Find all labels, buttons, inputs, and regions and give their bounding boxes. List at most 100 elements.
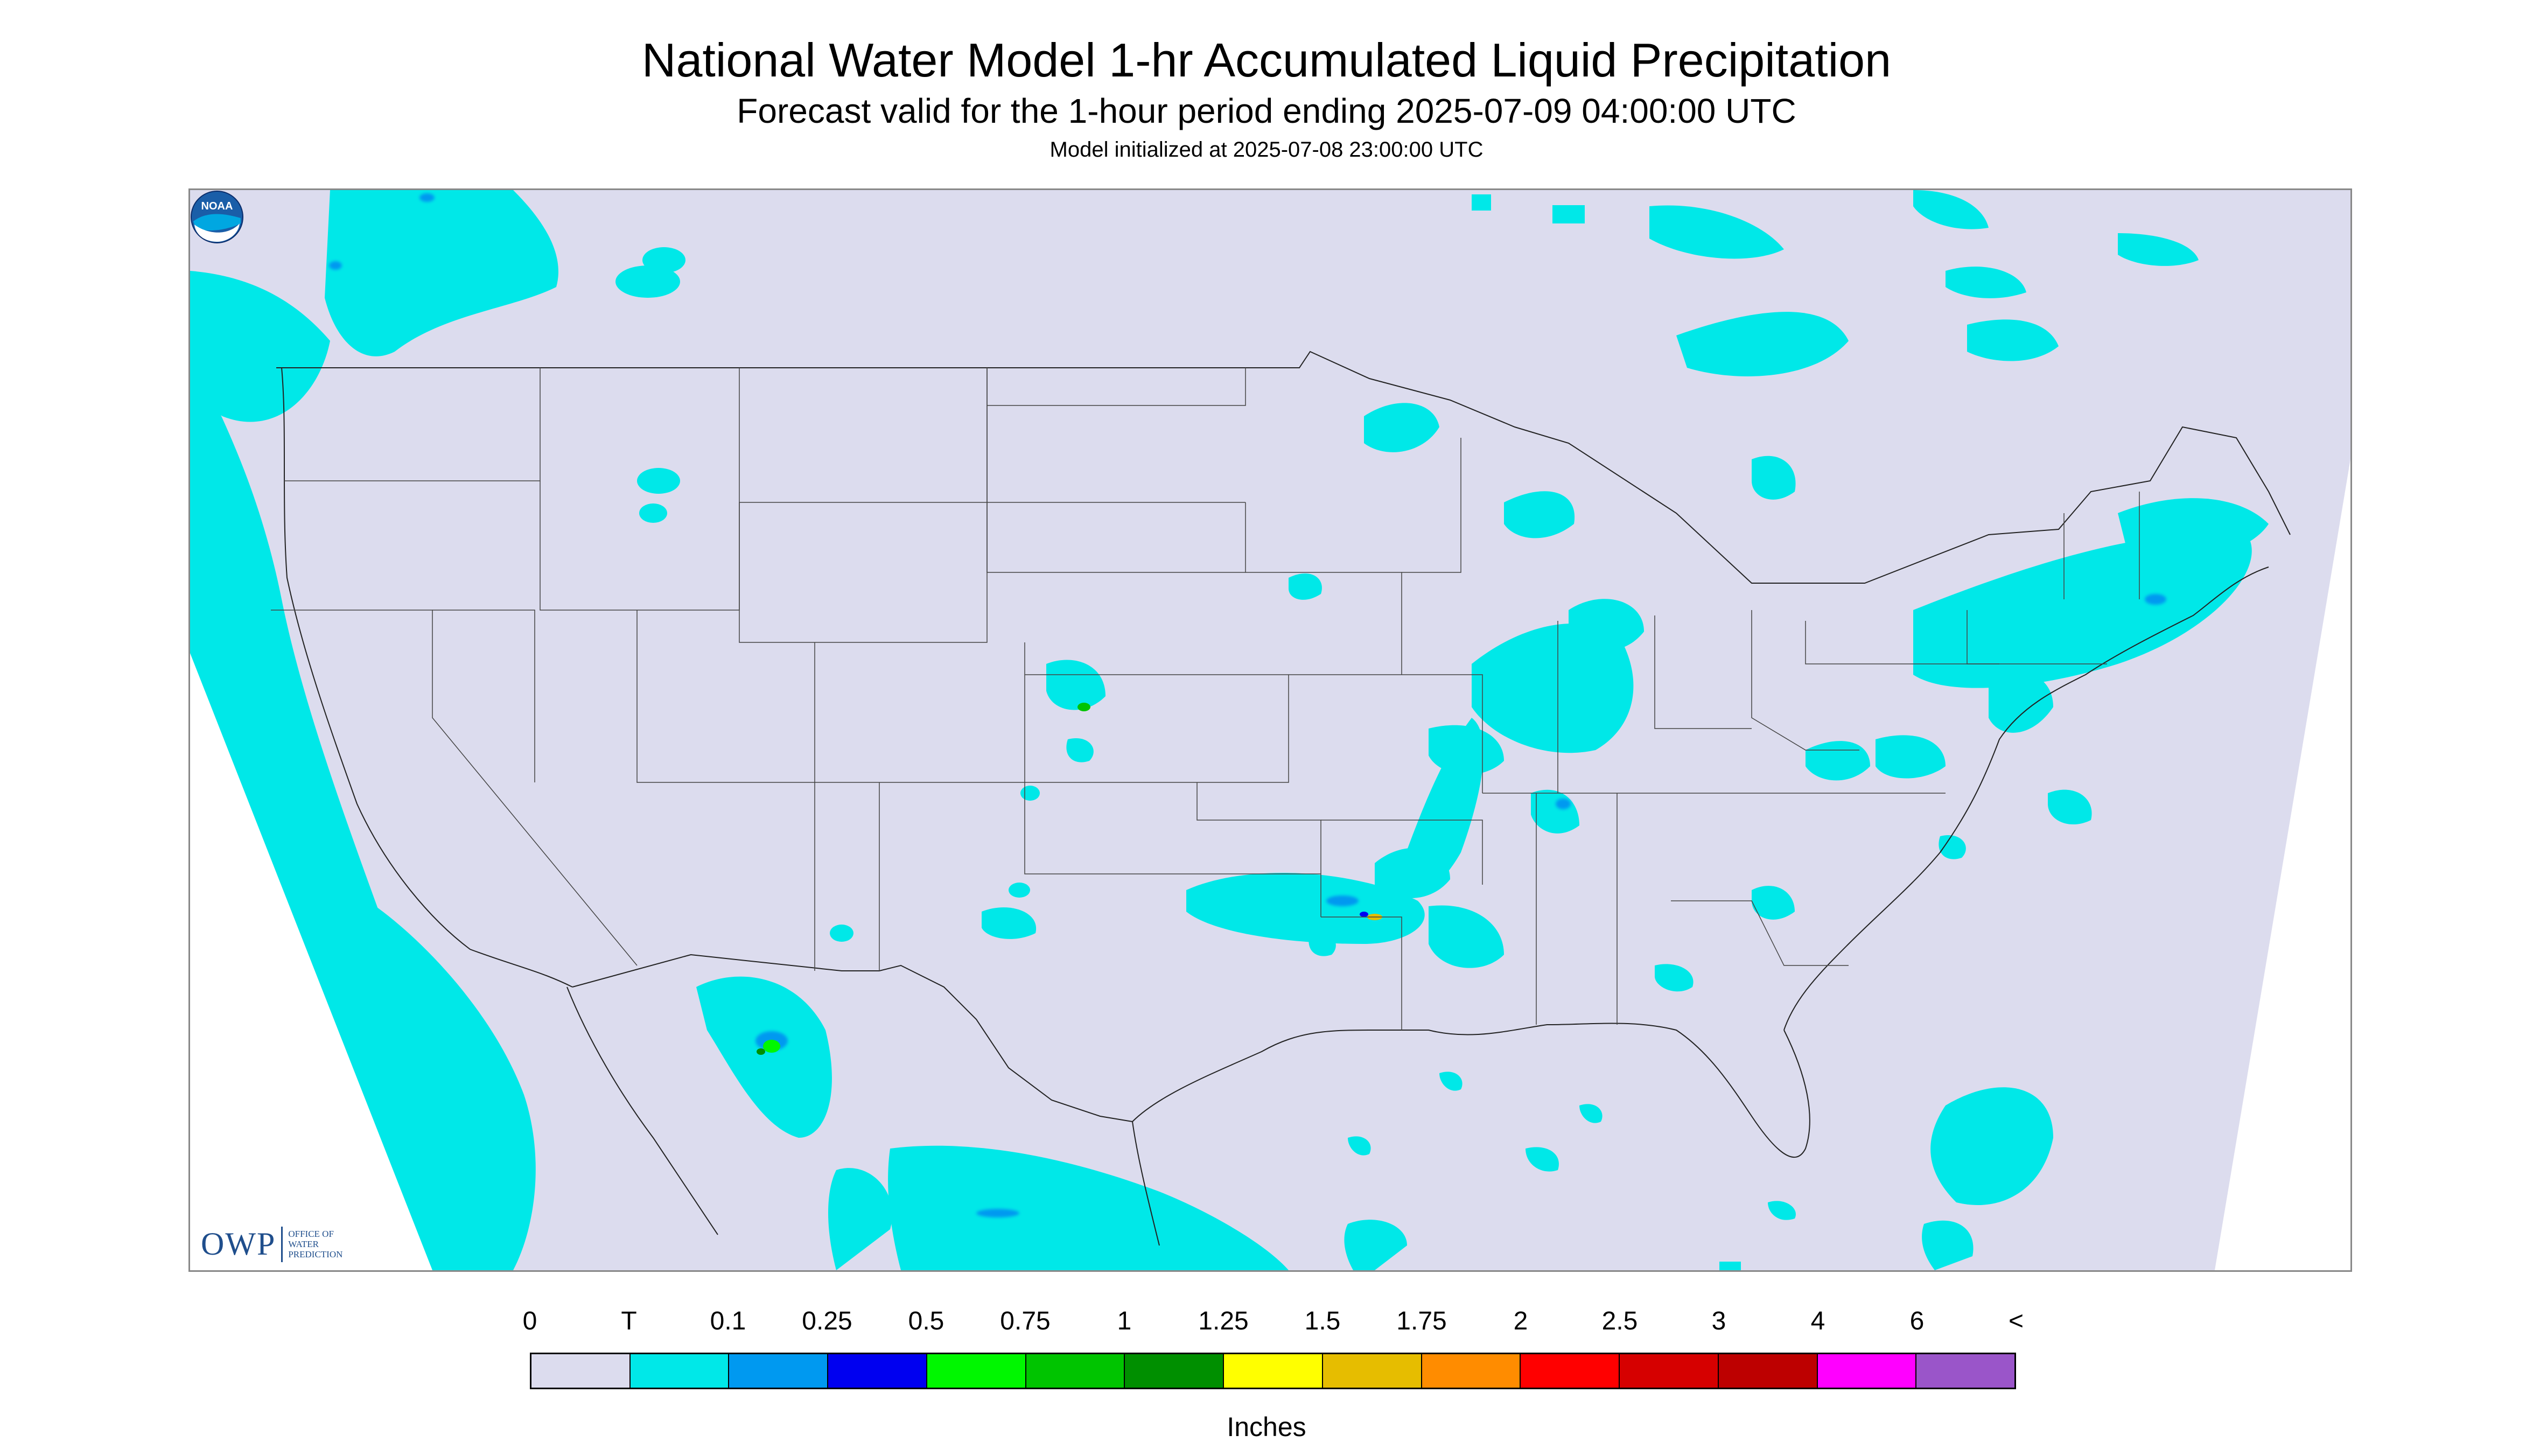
precip-quebec-2	[1967, 319, 2059, 361]
noaa-logo-text: NOAA	[201, 200, 233, 212]
precip-mississippi	[1429, 905, 1504, 968]
precip-sonora	[696, 976, 832, 1138]
precip-pacific-offshore	[368, 901, 536, 1270]
precip-carolinas	[1752, 886, 1795, 920]
legend-tick-label: 1.75	[1396, 1307, 1447, 1335]
legend-tick-label: 2	[1513, 1307, 1528, 1335]
precip-kentucky-2	[1806, 741, 1870, 781]
precip-nm-spot	[830, 925, 853, 942]
owp-logo-divider	[281, 1226, 283, 1262]
precip-ark-ok	[1186, 872, 1425, 944]
legend-swatch	[1224, 1354, 1323, 1388]
legend-tick-label: 0.75	[1000, 1307, 1051, 1335]
precip-mexico-pac	[828, 1168, 892, 1270]
us-mexico-border	[572, 954, 1133, 1122]
legend-units: Inches	[1227, 1412, 1306, 1442]
map-canvas	[190, 190, 2350, 1270]
legend-labels: 0 T 0.1 0.25 0.5 0.75 1 1.25 1.5 1.75 2 2.5 3 4 6 <	[523, 1305, 2024, 1338]
precip-new-england	[2118, 498, 2269, 561]
owp-logo-line-1: Office of	[288, 1229, 334, 1239]
legend-swatch	[927, 1354, 1026, 1388]
legend-swatch	[1817, 1354, 1917, 1388]
precip-texas-spot	[1009, 883, 1030, 898]
precip-indiana	[1569, 599, 1644, 650]
boundaries	[276, 351, 2291, 1246]
precip-mexico-south	[888, 1145, 1289, 1270]
precip-quebec	[1676, 312, 1849, 376]
legend-tick-label: 0	[522, 1307, 537, 1335]
precip-georgia	[1655, 964, 1694, 992]
precip-mississippi-2	[1396, 718, 1484, 891]
precip-minnesota	[1364, 403, 1439, 452]
state-lines	[271, 368, 2140, 1030]
legend-swatch	[828, 1354, 927, 1388]
precip-pacific-nw	[190, 271, 330, 422]
precip-pacific-coast	[190, 352, 470, 1270]
legend-tick-label: 1.5	[1304, 1307, 1341, 1335]
legend-tick-label: 1	[1117, 1307, 1132, 1335]
precip-co-spot	[1020, 786, 1040, 801]
legend-color-bar	[530, 1353, 2016, 1389]
us-canada-border	[276, 351, 2291, 584]
legend-swatch	[1026, 1354, 1125, 1388]
legend-tick-label: 0.1	[710, 1307, 746, 1335]
precip-gulf-2	[1526, 1147, 1559, 1172]
precip-ontario	[1649, 205, 1784, 259]
owp-logo-line-2: Water	[288, 1239, 319, 1249]
owp-logo: OWP Office of Water Prediction	[201, 1226, 342, 1263]
legend-tick-label: 0.25	[802, 1307, 852, 1335]
legend-tick-label: 2.5	[1601, 1307, 1638, 1335]
precip-illinois	[1472, 624, 1634, 753]
precip-canada-2	[1552, 205, 1585, 223]
model-init-text: Model initialized at 2025-07-08 23:00:00…	[1049, 138, 1484, 162]
precip-caribbean	[1922, 1220, 1974, 1270]
precip-michigan	[1752, 456, 1796, 500]
precipitation-areas	[190, 190, 2269, 1270]
forecast-valid-subtitle: Forecast valid for the 1-hour period end…	[737, 92, 1796, 130]
legend-swatch	[1718, 1354, 1818, 1388]
precip-bc	[416, 208, 527, 272]
legend-tick-label: 1.25	[1198, 1307, 1249, 1335]
precip-mid-atlantic	[1989, 670, 2053, 733]
precip-gulf-4	[1348, 1136, 1371, 1156]
precip-gulf-6	[1344, 1220, 1407, 1270]
baja-coast	[566, 986, 718, 1235]
precip-bahamas	[1930, 1087, 2053, 1205]
precip-idaho-1	[637, 468, 680, 494]
precip-idaho-3	[642, 247, 685, 273]
legend-swatch	[1620, 1354, 1719, 1388]
precip-montana-1	[615, 265, 680, 298]
mexico-gulf-coast	[1132, 1121, 1160, 1246]
owp-logo-line-3: Prediction	[288, 1249, 343, 1259]
precip-gulf-5	[1439, 1072, 1463, 1091]
precip-florida-keys	[1768, 1201, 1796, 1220]
precip-gulf-block	[1719, 1262, 1741, 1270]
gulf-coast	[1132, 1023, 1810, 1158]
precip-wisconsin	[1504, 491, 1575, 538]
legend-swatch	[1323, 1354, 1422, 1388]
legend-tick-label: T	[621, 1307, 637, 1335]
precip-virginia	[1876, 735, 1946, 779]
map-title: National Water Model 1-hr Accumulated Li…	[641, 33, 1892, 87]
precip-kansas	[1046, 660, 1105, 710]
legend-tick-label: 0.5	[908, 1307, 944, 1335]
legend-swatch	[1422, 1354, 1521, 1388]
precip-idaho-2	[639, 503, 667, 523]
legend-swatch	[1521, 1354, 1620, 1388]
precip-northeast	[1913, 533, 2252, 688]
precip-iowa	[1289, 573, 1322, 600]
precip-quebec-4	[2118, 233, 2199, 266]
legend-tick-label: 6	[1909, 1307, 1925, 1335]
owp-logo-subtitle: Office of Water Prediction	[288, 1229, 342, 1259]
precip-texas-pan	[982, 907, 1037, 939]
precip-quebec-5	[1946, 267, 2026, 298]
legend-swatch	[630, 1354, 730, 1388]
atlantic-coast	[1783, 566, 2269, 1031]
precip-canada-1	[1472, 194, 1491, 211]
legend-swatch	[729, 1354, 829, 1388]
legend-swatch	[1916, 1354, 2015, 1388]
precip-quebec-3	[1913, 190, 1989, 229]
precip-atlantic-1	[2048, 789, 2092, 825]
precipitation-map[interactable]: OWP Office of Water Prediction NOAA	[188, 188, 2352, 1272]
owp-logo-letters: OWP	[201, 1226, 276, 1262]
